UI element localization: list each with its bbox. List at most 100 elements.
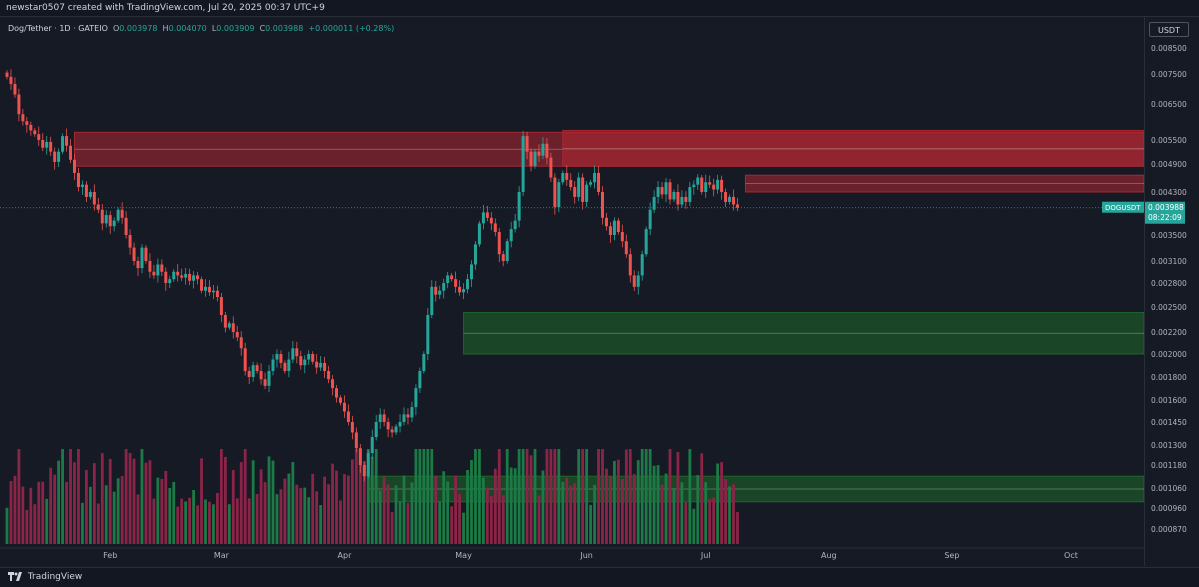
volume-bar [25, 509, 29, 544]
candle-body [100, 209, 104, 224]
candle-body [374, 422, 378, 438]
candle-body [612, 220, 616, 235]
volume-bar [239, 462, 243, 544]
candle-body [128, 235, 132, 248]
candle-body [712, 184, 716, 190]
candle-body [450, 275, 454, 280]
volume-bar [406, 502, 410, 544]
candle-body [295, 348, 299, 357]
price-axis[interactable]: 0.008500 0.007500 0.006500 0.005500 0.004900… [1144, 17, 1199, 566]
volume-bar [200, 458, 203, 544]
candle-body [188, 273, 192, 281]
volume-bar [366, 449, 370, 544]
chart-plot[interactable]: Feb Mar Apr May Jun Jul Aug Sep Oct DOGUSDT [0, 17, 1144, 566]
volume-bar [140, 449, 144, 544]
volume-bar [692, 508, 696, 544]
footer: TradingView [0, 567, 1199, 587]
header-caption: newstar0507 created with TradingView.com… [0, 0, 1199, 16]
candle-body [219, 297, 223, 315]
volume-bar [61, 449, 64, 544]
volume-bar [323, 476, 326, 544]
symbol-legend: Dog/Tether · 1D · GATEIO O0.003978 H0.00… [8, 24, 394, 33]
legend-interval: 1D [59, 24, 71, 33]
time-axis-label: Feb [103, 551, 117, 560]
currency-selector[interactable]: USDT [1149, 22, 1189, 37]
volume-bar [128, 453, 132, 544]
candle-body [692, 184, 696, 188]
candle-body [473, 244, 477, 265]
candle-body [307, 354, 311, 360]
volume-bar [688, 449, 692, 544]
candle-body [608, 226, 612, 235]
candle-body [152, 271, 156, 276]
volume-bar [192, 490, 195, 544]
time-axis-label: Aug [821, 551, 837, 560]
candle-body [489, 217, 493, 224]
volume-bar [565, 477, 569, 544]
volume-bar [299, 487, 303, 544]
price-axis-label: 0.001600 [1151, 396, 1187, 405]
candle-body [664, 182, 668, 195]
candle-body [331, 379, 335, 389]
legend-sep: · [54, 24, 60, 33]
tradingview-logo-icon[interactable] [8, 572, 22, 581]
volume-bar [96, 503, 100, 544]
volume-bar [716, 463, 720, 544]
candle-body [291, 348, 295, 360]
candle-body [493, 223, 497, 233]
volume-bar [398, 501, 402, 544]
candle-body [29, 124, 33, 131]
volume-bar [85, 469, 88, 544]
legend-close-label: C [259, 24, 266, 33]
candle-body [136, 261, 140, 269]
price-axis-label: 0.004900 [1151, 160, 1187, 169]
volume-bar [442, 471, 446, 544]
volume-bar [613, 460, 616, 544]
volume-bar [478, 449, 481, 544]
price-tag-countdown: 08:22:09 [1148, 213, 1182, 222]
volume-bar [561, 481, 565, 544]
price-axis-label: 0.000960 [1151, 504, 1187, 513]
volume-bar [700, 453, 704, 544]
volume-bar [279, 489, 283, 544]
candle-body [17, 94, 21, 115]
candle-body [394, 426, 398, 433]
volume-bar [251, 460, 255, 544]
price-tag-symbol-box [1102, 201, 1144, 213]
candle-body [505, 241, 509, 261]
candle-body [386, 422, 390, 430]
candle-body [644, 229, 648, 255]
chart-panel[interactable]: Feb Mar Apr May Jun Jul Aug Sep Oct DOGUSDT 0.008… [0, 16, 1199, 567]
candle-body [299, 356, 303, 366]
candle-body [469, 264, 473, 280]
candle-body [422, 354, 426, 372]
candle-body [156, 264, 160, 276]
candle-body [509, 229, 513, 242]
candle-body [267, 371, 271, 386]
volume-bar [124, 449, 128, 544]
candle-body [235, 332, 239, 338]
candle-body [616, 220, 620, 233]
price-axis-label: 0.008500 [1151, 44, 1187, 53]
volume-bar [708, 498, 712, 544]
volume-bar [402, 475, 406, 544]
price-axis-label: 0.002000 [1151, 350, 1187, 359]
candle-body [533, 151, 537, 167]
volume-layer [5, 449, 739, 544]
candle-body [76, 172, 80, 188]
volume-bar [21, 486, 25, 544]
candle-body [390, 429, 394, 433]
volume-bar [529, 455, 533, 544]
candle-body [255, 365, 259, 372]
volume-bar [227, 504, 231, 544]
volume-bar [454, 475, 458, 544]
volume-bar [291, 461, 295, 544]
volume-bar [664, 473, 668, 544]
candle-body [80, 184, 84, 188]
volume-bar [394, 485, 398, 544]
volume-bar [263, 482, 267, 544]
volume-bar [354, 449, 358, 544]
legend-sep: · [73, 24, 79, 33]
candle-body [382, 414, 386, 422]
volume-bar [73, 462, 76, 544]
